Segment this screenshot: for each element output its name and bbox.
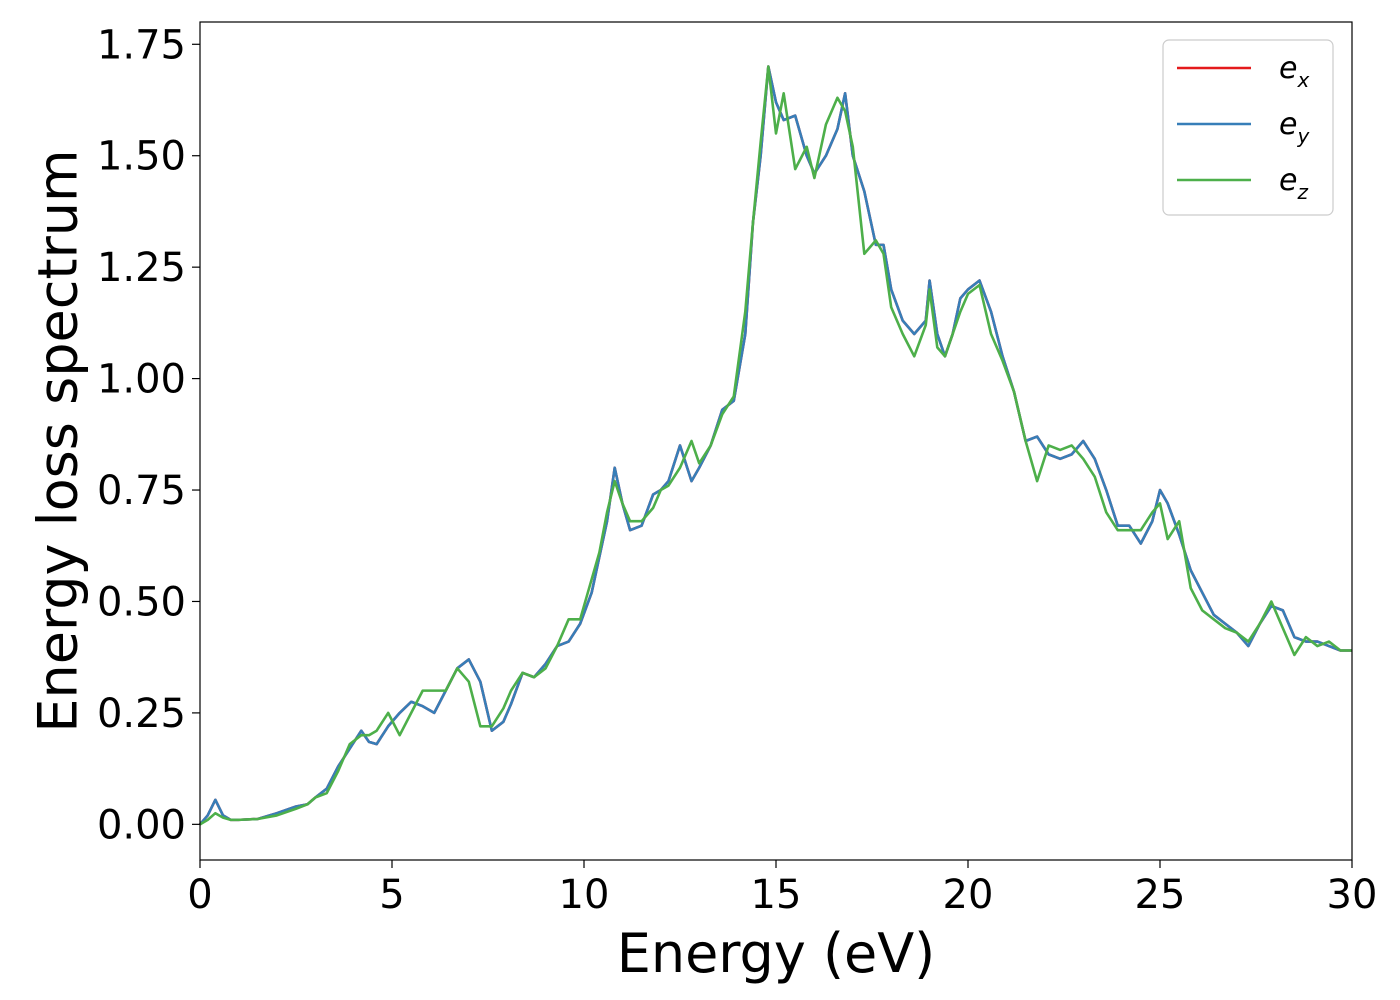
- x-tick-label: 20: [943, 872, 994, 918]
- y-axis-label: Energy loss spectrum: [27, 149, 90, 732]
- x-axis-label: Energy (eV): [617, 922, 936, 985]
- legend-label-x: ex: [1279, 51, 1309, 92]
- y-tick-label: 1.50: [97, 134, 186, 180]
- series-layer: [199, 65, 1352, 826]
- y-tick-label: 1.00: [97, 357, 186, 403]
- legend-label-z: ez: [1279, 163, 1308, 204]
- y-tick-label: 0.50: [97, 579, 186, 625]
- y-tick-label: 0.75: [97, 468, 186, 514]
- x-axis: 0 5 10 15 20 25 30: [187, 860, 1377, 918]
- y-axis: 0.00 0.25 0.50 0.75 1.00 1.25 1.50 1.75: [97, 22, 200, 848]
- x-tick-label: 10: [559, 872, 610, 918]
- legend-box: [1162, 39, 1334, 216]
- legend: ex ey ez: [1162, 39, 1334, 216]
- y-tick-label: 1.25: [97, 245, 186, 291]
- y-tick-label: 0.25: [97, 691, 186, 737]
- y-tick-label: 0.00: [97, 802, 186, 848]
- x-tick-label: 15: [751, 872, 802, 918]
- x-tick-label: 25: [1135, 872, 1186, 918]
- series-line-y: [199, 65, 1352, 826]
- x-tick-label: 30: [1327, 872, 1378, 918]
- y-tick-label: 1.75: [97, 22, 186, 68]
- series-line-z: [199, 65, 1352, 826]
- x-tick-label: 5: [379, 872, 404, 918]
- legend-label-y: ey: [1279, 107, 1310, 148]
- x-tick-label: 0: [187, 872, 212, 918]
